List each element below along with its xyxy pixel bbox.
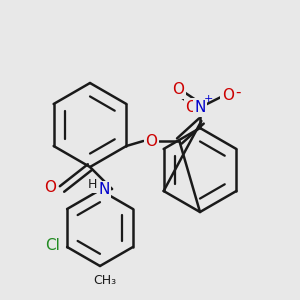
Text: CH₃: CH₃ [93, 274, 117, 286]
Text: +: + [203, 94, 213, 104]
Text: O: O [146, 134, 158, 148]
Text: N: N [194, 100, 206, 116]
Text: H: H [87, 178, 97, 191]
Text: N: N [98, 182, 110, 197]
Text: O: O [222, 88, 234, 104]
Text: O: O [185, 100, 197, 115]
Text: -: - [235, 85, 241, 100]
Text: Cl: Cl [45, 238, 59, 253]
Text: O: O [172, 82, 184, 98]
Text: O: O [44, 179, 56, 194]
